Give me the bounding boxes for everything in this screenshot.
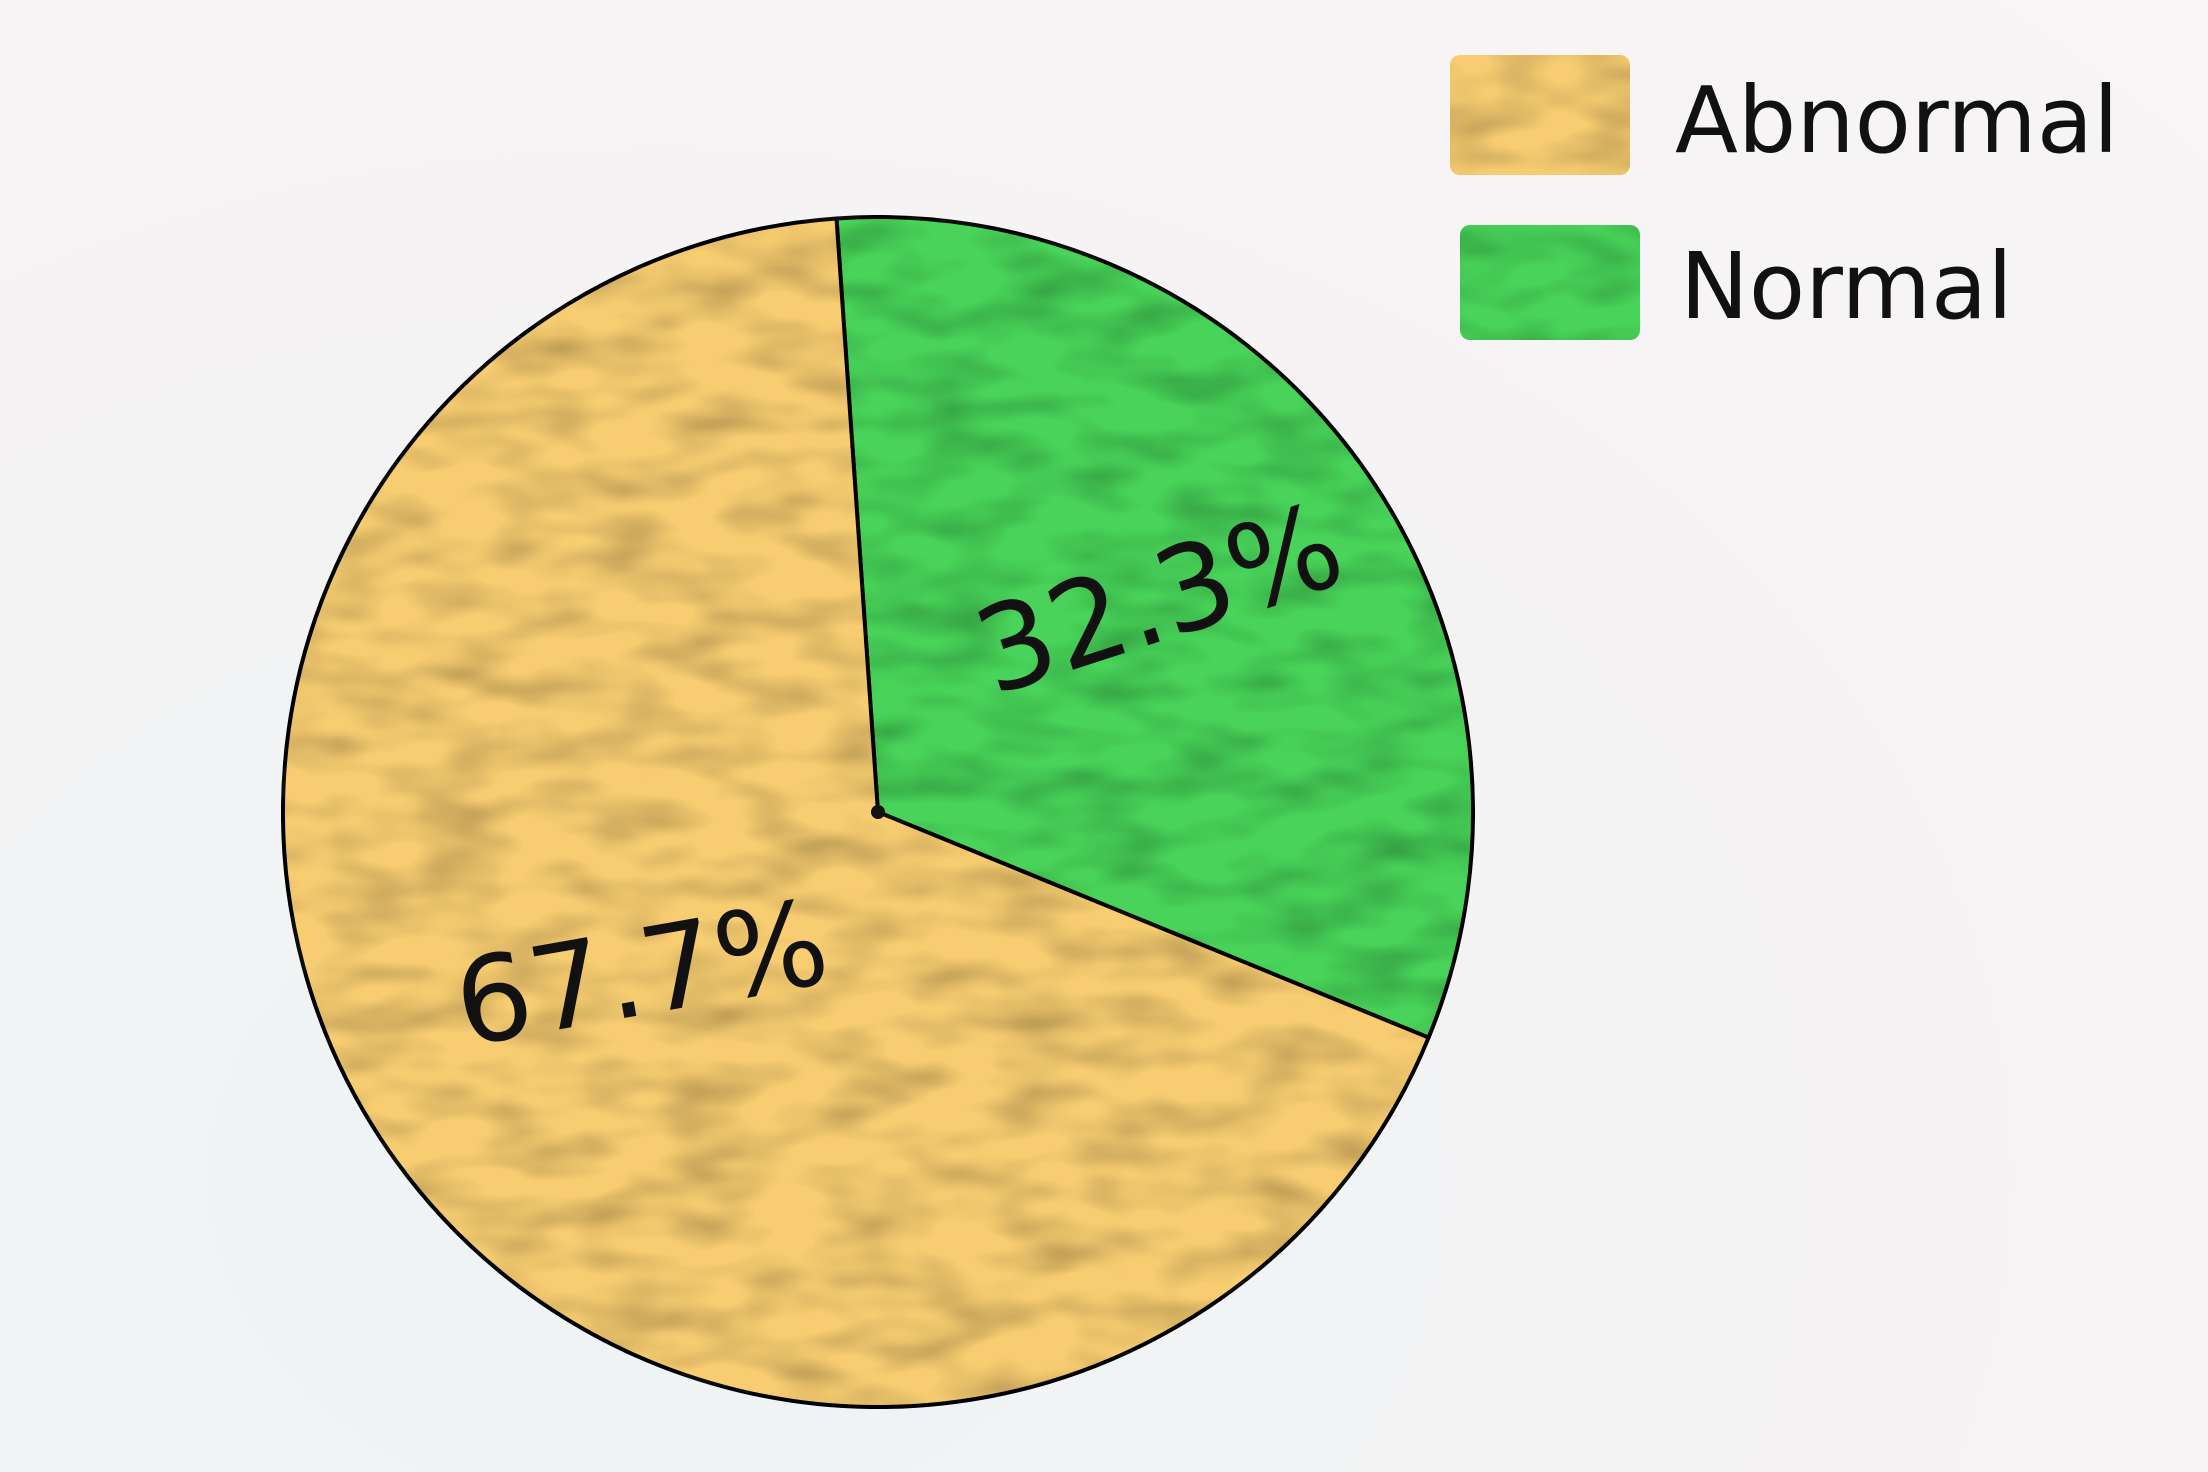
legend-item-abnormal: Abnormal [1450, 55, 2119, 175]
pie-slice-normal [834, 215, 1475, 1040]
legend-label-normal: Normal [1680, 233, 2013, 340]
legend-swatch-normal [1460, 225, 1640, 340]
legend: Abnormal Normal [1450, 55, 2119, 340]
pie-slice-abnormal [281, 216, 1431, 1409]
legend-swatch-abnormal [1450, 55, 1630, 175]
pie-center-dot [871, 805, 885, 819]
pie-slices [281, 215, 1475, 1409]
legend-label-abnormal: Abnormal [1675, 67, 2119, 174]
legend-item-normal: Normal [1460, 225, 2013, 340]
